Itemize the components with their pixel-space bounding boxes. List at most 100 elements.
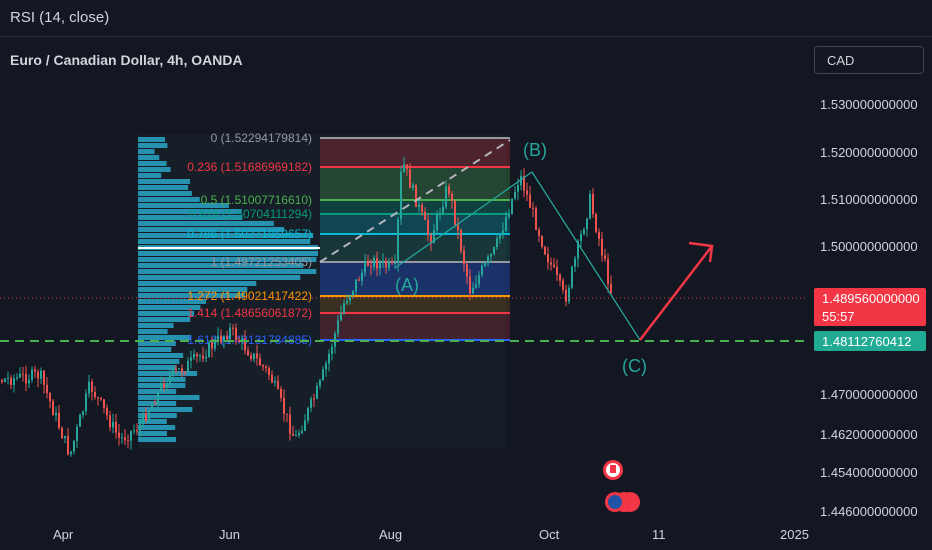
- candle-body: [328, 353, 330, 364]
- candle-body: [163, 383, 165, 388]
- volume-profile-bar: [138, 293, 245, 298]
- candle-body: [268, 367, 270, 375]
- candle-body: [475, 284, 477, 288]
- candle-body: [220, 335, 222, 342]
- candle-body: [169, 375, 171, 384]
- candle-body: [130, 430, 132, 441]
- volume-profile-bar: [138, 185, 189, 190]
- candle-body: [160, 383, 162, 392]
- candle-body: [565, 289, 567, 302]
- candle-body: [505, 217, 507, 231]
- candle-body: [454, 200, 456, 225]
- events-markers[interactable]: [603, 460, 640, 512]
- candle-body: [211, 342, 213, 349]
- price-axis[interactable]: 1.530000000000 1.520000000000 1.51000000…: [808, 37, 932, 519]
- projection-arrow[interactable]: [639, 245, 713, 341]
- volume-profile-bar: [138, 275, 301, 280]
- candle-body: [184, 372, 186, 374]
- candle-body: [193, 354, 195, 358]
- candle-body: [136, 430, 138, 432]
- candle-body: [514, 191, 516, 199]
- volume-profile-bar: [138, 425, 176, 430]
- volume-profile-bar: [138, 233, 314, 238]
- candle-body: [523, 175, 525, 191]
- candle-body: [316, 385, 318, 399]
- candle-body: [472, 287, 474, 294]
- candle-body: [295, 435, 297, 437]
- candle-body: [400, 172, 402, 220]
- volume-profile-bar: [138, 299, 207, 304]
- candle-body: [367, 261, 369, 267]
- candle-body: [352, 290, 354, 296]
- candle-body: [73, 440, 75, 452]
- price-tick: 1.462000000000: [820, 427, 918, 442]
- wave-label-c[interactable]: (C): [622, 356, 647, 376]
- candle-body: [313, 398, 315, 400]
- time-label: 2025: [780, 527, 809, 542]
- price-tick: 1.454000000000: [820, 465, 918, 480]
- symbol-title[interactable]: Euro / Canadian Dollar, 4h, OANDA: [10, 52, 243, 68]
- wave-path[interactable]: [394, 171, 641, 341]
- candle-body: [31, 369, 33, 380]
- current-price-badge: 1.489560000000 55:57: [814, 288, 926, 326]
- volume-profile-bar: [138, 335, 192, 340]
- candle-body: [607, 259, 609, 284]
- candle-body: [337, 320, 339, 334]
- candle-body: [424, 211, 426, 221]
- fib-level-label: 0.618 (1.50704111294): [189, 207, 312, 221]
- volume-profile-bar: [138, 359, 180, 364]
- candle-body: [598, 231, 600, 240]
- fib-level-label: 0.236 (1.51686969182): [187, 160, 312, 174]
- currency-selector[interactable]: CAD: [814, 46, 924, 74]
- eu-flag-icon: [608, 495, 622, 509]
- candle-body: [589, 193, 591, 219]
- candle-body: [67, 435, 69, 455]
- candle-body: [532, 207, 534, 209]
- time-label: Oct: [539, 527, 560, 542]
- candle-body: [604, 255, 606, 260]
- candle-body: [556, 266, 558, 275]
- trend-dashed-line[interactable]: [319, 139, 511, 263]
- candle-body: [496, 238, 498, 248]
- candle-body: [187, 360, 189, 373]
- price-tick: 1.510000000000: [820, 192, 918, 207]
- volume-profile-bar: [138, 167, 171, 172]
- candle-body: [262, 365, 264, 367]
- rsi-indicator-label[interactable]: RSI (14, close): [10, 9, 110, 26]
- candle-body: [544, 246, 546, 255]
- target-price-badge: 1.48112760412: [814, 331, 926, 351]
- candle-body: [190, 357, 192, 361]
- candle-body: [232, 327, 234, 329]
- candle-body: [343, 303, 345, 314]
- candle-body: [277, 381, 279, 389]
- volume-profile-bar: [138, 365, 177, 370]
- candle-body: [319, 380, 321, 386]
- candle-body: [97, 397, 99, 399]
- candle-body: [271, 374, 273, 383]
- candle-body: [409, 169, 411, 189]
- candle-body: [274, 381, 276, 383]
- candle-body: [37, 371, 39, 379]
- candle-body: [85, 393, 87, 412]
- volume-profile-bar: [138, 371, 198, 376]
- candle-body: [385, 260, 387, 268]
- volume-profile-bar: [138, 251, 318, 256]
- volume-profile-bar: [138, 347, 172, 352]
- candle-body: [208, 342, 210, 357]
- volume-profile-bar: [138, 377, 186, 382]
- volume-profile-bar: [138, 215, 243, 220]
- chart-canvas[interactable]: 0 (1.52294179814) 0.236 (1.51686969182) 0.…: [0, 0, 808, 520]
- volume-profile-bar: [138, 263, 304, 268]
- candle-body: [535, 208, 537, 230]
- candle-body: [571, 266, 573, 288]
- candle-body: [340, 313, 342, 321]
- price-tick: 1.470000000000: [820, 387, 918, 402]
- candle-body: [478, 275, 480, 285]
- wave-label-b[interactable]: (B): [523, 140, 547, 160]
- candle-body: [460, 230, 462, 251]
- fib-level-label: 1 (1.49721253405): [211, 255, 312, 269]
- candle-body: [145, 413, 147, 422]
- candle-body: [289, 414, 291, 434]
- wave-label-a[interactable]: (A): [395, 275, 419, 295]
- time-axis[interactable]: Apr Jun Aug Oct 11 2025: [0, 520, 809, 550]
